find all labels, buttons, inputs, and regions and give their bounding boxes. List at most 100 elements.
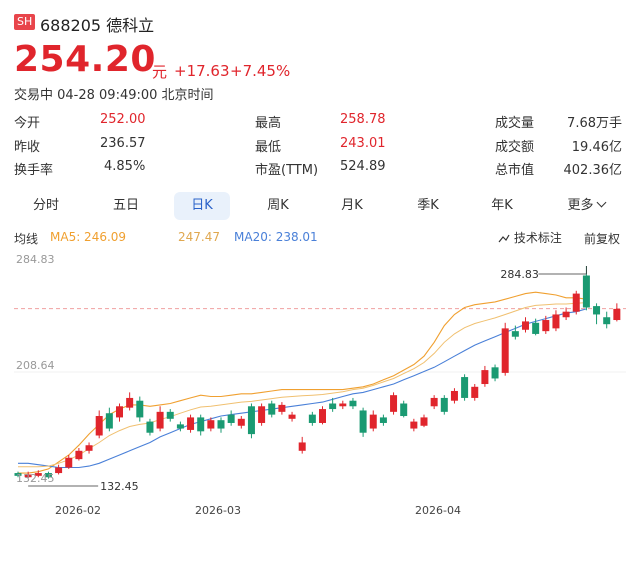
candle-body — [116, 406, 123, 418]
candle-body — [65, 457, 73, 468]
candle-body — [308, 414, 316, 423]
stat-label: 最低 — [255, 140, 282, 155]
candle-body — [603, 317, 611, 325]
stat-label: 换手率 — [14, 163, 54, 178]
candle-body — [278, 404, 286, 412]
candle-body — [562, 311, 570, 318]
candle-body — [339, 403, 347, 407]
candle-body — [522, 321, 529, 330]
candle-body — [24, 474, 32, 478]
tech-annotation-label: 技术标注 — [513, 231, 562, 245]
candle-body — [176, 424, 184, 429]
high-marker-label: 284.83 — [500, 268, 539, 281]
candle-body — [146, 421, 154, 433]
candle-body — [491, 367, 499, 379]
candle-body — [237, 418, 245, 426]
candle-body — [369, 414, 377, 429]
candle-body — [349, 400, 357, 407]
tab-intraday[interactable]: 分时 — [32, 198, 59, 213]
stat-value: 19.46亿 — [571, 140, 622, 155]
candle-body — [75, 450, 83, 460]
ma5-value: MA5: 246.09 — [50, 230, 127, 244]
low-marker-label: 132.45 — [100, 480, 138, 493]
kline-chart[interactable]: 284.83 208.64 132.45 2026-02 2026-03 2026-04 2… — [0, 255, 638, 525]
ma-line-ma20 — [18, 308, 587, 469]
tech-annotation-button[interactable]: 技术标注 — [498, 229, 562, 246]
tab-monthly-k[interactable]: 月K — [341, 198, 363, 213]
candle-body — [105, 413, 113, 429]
candle-body — [217, 420, 225, 429]
x-tick-label: 2026-04 — [415, 504, 461, 517]
period-tabs: 分时 五日 日K 周K 月K 季K 年K 更多 — [14, 192, 624, 220]
candle-body — [471, 386, 479, 398]
candle-body — [511, 331, 519, 337]
candle-body — [450, 390, 458, 401]
price-unit: 元 — [152, 63, 168, 81]
candle-body — [613, 308, 621, 321]
tab-yearly-k[interactable]: 年K — [491, 198, 513, 213]
exchange-badge: SH — [14, 14, 36, 30]
candle-body — [207, 420, 215, 429]
stock-title: 688205 德科立 — [40, 12, 154, 36]
ma-label: 均线 — [14, 232, 39, 246]
stat-label: 市盈(TTM) — [255, 163, 319, 178]
stat-label: 成交额 — [495, 140, 535, 155]
stat-value: 252.00 — [100, 112, 146, 127]
candle-body — [552, 314, 560, 329]
candle-body — [85, 445, 93, 451]
candle-body — [461, 377, 469, 398]
stat-label: 总市值 — [495, 163, 535, 178]
candle-body — [319, 409, 326, 423]
candle-body — [532, 322, 540, 334]
pen-icon — [498, 234, 510, 242]
stock-code: 688205 — [40, 16, 102, 35]
tab-five-day[interactable]: 五日 — [112, 198, 139, 213]
tab-more-label: 更多 — [567, 198, 594, 213]
stat-value: 4.85% — [104, 159, 146, 174]
y-tick-label: 132.45 — [16, 472, 55, 485]
candle-body — [542, 320, 550, 332]
candle-body — [390, 395, 398, 412]
ma-line-ma5 — [18, 291, 587, 474]
candle-body — [593, 306, 601, 315]
candle-body — [136, 400, 144, 418]
price-change-percent: +7.45% — [230, 62, 291, 80]
candle-body — [95, 416, 103, 436]
price-change: +17.63 — [174, 62, 230, 80]
y-tick-label: 284.83 — [16, 255, 55, 266]
stat-value: 243.01 — [340, 136, 386, 151]
candle-body — [126, 397, 134, 408]
candle-body — [400, 403, 408, 417]
candle-body — [55, 467, 63, 474]
stat-value: 402.36亿 — [563, 163, 623, 178]
candle-body — [582, 275, 590, 308]
candle-body — [481, 370, 489, 385]
candle-body — [501, 328, 509, 373]
candle-body — [298, 442, 306, 451]
candle-body — [197, 417, 205, 432]
x-tick-label: 2026-02 — [55, 504, 101, 517]
candle-body — [410, 421, 418, 429]
stat-label: 昨收 — [14, 140, 41, 155]
x-tick-label: 2026-03 — [195, 504, 241, 517]
stat-value: 236.57 — [100, 136, 146, 151]
tab-weekly-k[interactable]: 周K — [267, 198, 289, 213]
tab-quarterly-k[interactable]: 季K — [417, 198, 439, 213]
stat-label: 今开 — [14, 116, 41, 131]
candle-body — [329, 403, 337, 410]
current-price: 254.20 — [14, 39, 156, 80]
candle-body — [420, 417, 428, 426]
tab-daily-k[interactable]: 日K — [174, 192, 230, 220]
candle-body — [440, 397, 448, 412]
candle-body — [572, 293, 580, 312]
ma-line-ma10 — [18, 302, 587, 468]
y-tick-label: 208.64 — [16, 359, 55, 372]
chevron-down-icon — [596, 197, 606, 208]
candle-body — [258, 406, 266, 423]
adjust-toggle[interactable]: 前复权 — [584, 232, 621, 246]
candle-body — [187, 417, 195, 430]
candle-body — [44, 473, 52, 478]
tab-more[interactable]: 更多 — [556, 192, 616, 220]
candle-body — [166, 411, 174, 419]
stock-name: 德科立 — [106, 16, 155, 35]
